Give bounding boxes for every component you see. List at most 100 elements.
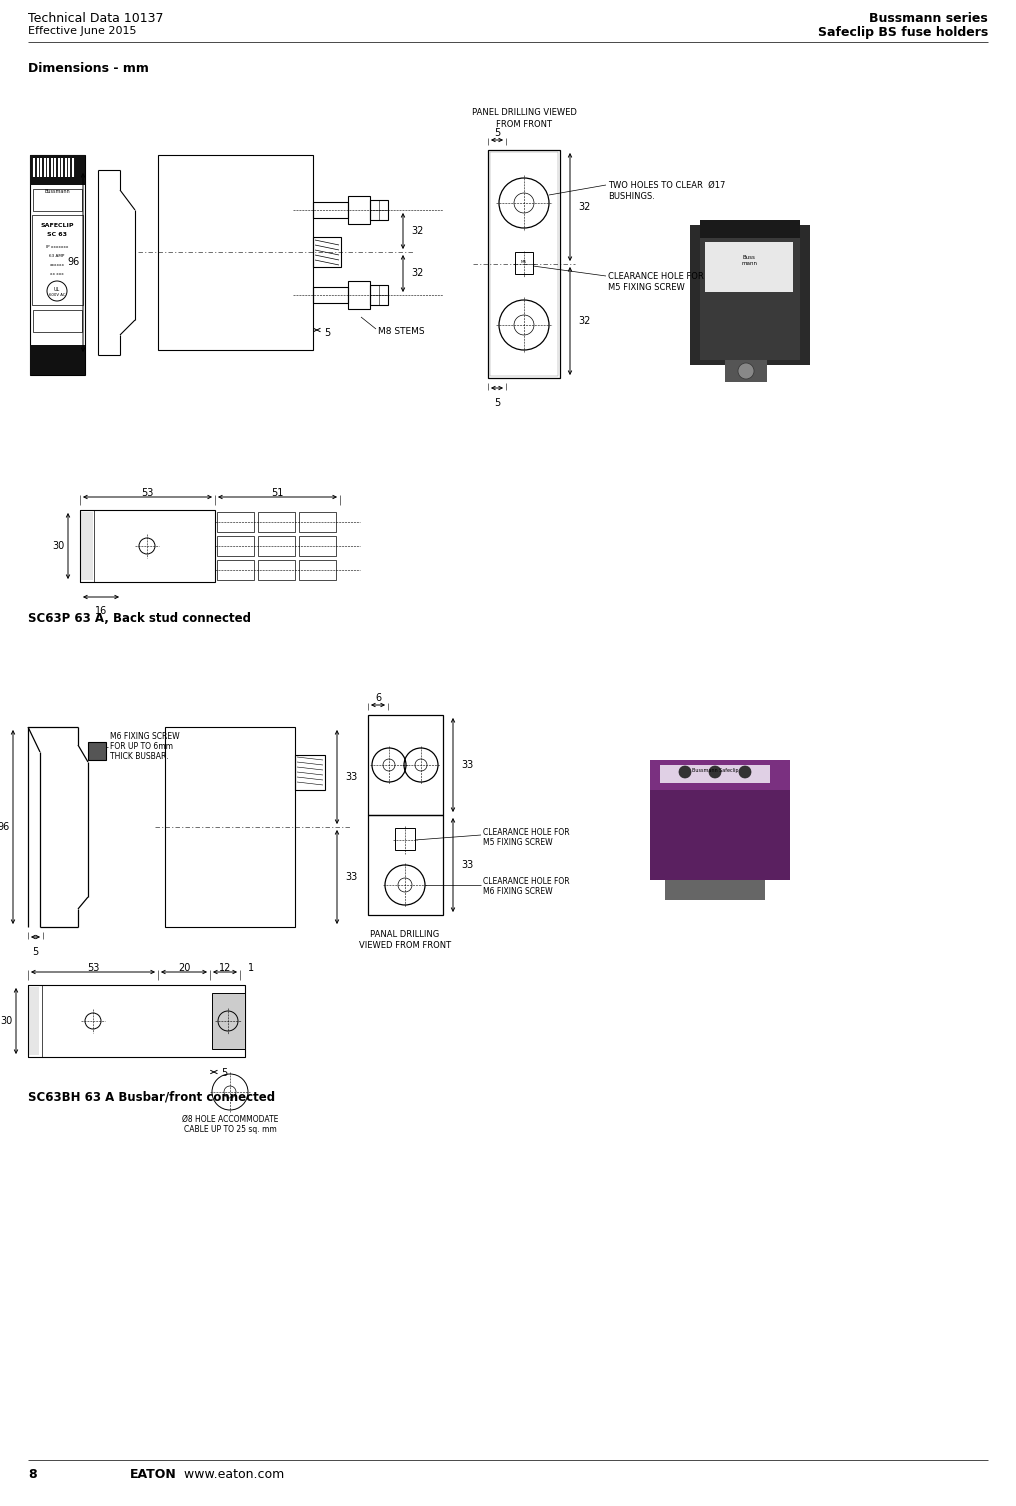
- Bar: [368, 715, 443, 815]
- Text: M5: M5: [521, 261, 527, 264]
- Circle shape: [709, 767, 721, 779]
- Text: 5: 5: [494, 398, 500, 408]
- Text: 33: 33: [461, 761, 473, 770]
- Text: 20: 20: [178, 962, 190, 973]
- Text: BUSHINGS.: BUSHINGS.: [608, 191, 655, 200]
- Bar: [488, 151, 560, 378]
- Text: 53: 53: [86, 962, 100, 973]
- Bar: [299, 512, 336, 532]
- Text: M5 FIXING SCREW: M5 FIXING SCREW: [608, 283, 685, 292]
- Bar: [650, 761, 790, 880]
- Text: IP xxxxxxx: IP xxxxxxx: [46, 245, 68, 248]
- Bar: [212, 992, 245, 1050]
- Text: 51: 51: [271, 488, 283, 498]
- Text: 63 AMP: 63 AMP: [50, 255, 65, 258]
- Text: Safeclip BS fuse holders: Safeclip BS fuse holders: [818, 26, 988, 39]
- Bar: [370, 200, 388, 220]
- Bar: [650, 761, 790, 791]
- Text: CLEARANCE HOLE FOR: CLEARANCE HOLE FOR: [483, 828, 570, 837]
- Bar: [165, 727, 295, 928]
- Text: M6 FIXING SCREW: M6 FIXING SCREW: [110, 732, 180, 741]
- Text: 33: 33: [345, 872, 358, 883]
- Bar: [313, 288, 348, 303]
- Text: SC63BH 63 A Busbar/front connected: SC63BH 63 A Busbar/front connected: [28, 1090, 275, 1102]
- Bar: [690, 224, 810, 364]
- Circle shape: [679, 767, 691, 779]
- Text: M5 FIXING SCREW: M5 FIXING SCREW: [483, 837, 553, 846]
- Text: Effective June 2015: Effective June 2015: [28, 26, 136, 36]
- Bar: [665, 880, 765, 901]
- Circle shape: [738, 363, 754, 380]
- Bar: [258, 560, 295, 580]
- Bar: [348, 196, 370, 224]
- Bar: [258, 536, 295, 556]
- Text: FROM FRONT: FROM FRONT: [496, 120, 552, 130]
- Bar: [30, 345, 85, 375]
- Bar: [705, 242, 793, 292]
- Text: THICK BUSBAR.: THICK BUSBAR.: [110, 751, 169, 761]
- Bar: [33, 188, 82, 211]
- Bar: [80, 511, 215, 581]
- Text: 32: 32: [411, 268, 424, 279]
- Bar: [28, 985, 245, 1057]
- Text: 600V AC: 600V AC: [49, 294, 65, 297]
- Bar: [725, 360, 767, 383]
- Text: Bussmann series: Bussmann series: [870, 12, 988, 26]
- Text: SC 63: SC 63: [47, 232, 67, 236]
- Bar: [33, 310, 82, 331]
- Text: 16: 16: [94, 605, 107, 616]
- Bar: [80, 511, 94, 581]
- Bar: [490, 152, 558, 376]
- Text: 33: 33: [461, 860, 473, 870]
- Text: PANAL DRILLING: PANAL DRILLING: [371, 931, 440, 940]
- Text: SAFECLIP: SAFECLIP: [41, 223, 74, 227]
- Bar: [217, 536, 254, 556]
- Text: 6: 6: [375, 693, 381, 703]
- Text: CLEARANCE HOLE FOR: CLEARANCE HOLE FOR: [608, 273, 704, 282]
- Bar: [313, 202, 348, 218]
- Bar: [258, 512, 295, 532]
- Text: 30: 30: [52, 541, 64, 551]
- Text: 5: 5: [324, 328, 330, 337]
- Text: 5: 5: [494, 128, 500, 139]
- Bar: [295, 755, 325, 791]
- Text: 33: 33: [345, 773, 358, 782]
- Bar: [660, 765, 770, 783]
- Bar: [700, 220, 800, 238]
- Bar: [348, 282, 370, 309]
- Text: SC63P 63 A, Back stud connected: SC63P 63 A, Back stud connected: [28, 611, 251, 625]
- Text: 96: 96: [67, 258, 79, 267]
- Text: 30: 30: [0, 1017, 12, 1026]
- Bar: [299, 560, 336, 580]
- Bar: [28, 985, 42, 1057]
- Text: 32: 32: [411, 226, 424, 236]
- Text: 1: 1: [248, 962, 254, 973]
- Text: 5: 5: [220, 1068, 228, 1078]
- Text: PANEL DRILLING VIEWED: PANEL DRILLING VIEWED: [471, 108, 576, 117]
- Text: 53: 53: [141, 488, 153, 498]
- Text: Bussmann: Bussmann: [44, 188, 70, 194]
- Text: Ø8 HOLE ACCOMMODATE: Ø8 HOLE ACCOMMODATE: [182, 1114, 278, 1123]
- Text: Bussmann Safeclip: Bussmann Safeclip: [692, 768, 739, 773]
- Text: Buss
mann: Buss mann: [741, 255, 757, 265]
- Text: www.eaton.com: www.eaton.com: [180, 1468, 284, 1480]
- Bar: [30, 155, 85, 375]
- Bar: [395, 828, 415, 849]
- Bar: [299, 536, 336, 556]
- Text: Dimensions - mm: Dimensions - mm: [28, 62, 149, 75]
- Text: CLEARANCE HOLE FOR: CLEARANCE HOLE FOR: [483, 876, 570, 886]
- Bar: [88, 742, 106, 761]
- Text: UL: UL: [54, 288, 60, 292]
- Text: xxxxxx: xxxxxx: [50, 264, 64, 267]
- Bar: [313, 236, 341, 267]
- Bar: [217, 560, 254, 580]
- Text: TWO HOLES TO CLEAR  Ø17: TWO HOLES TO CLEAR Ø17: [608, 181, 725, 190]
- Text: CABLE UP TO 25 sq. mm: CABLE UP TO 25 sq. mm: [184, 1125, 276, 1134]
- Bar: [158, 155, 313, 349]
- Text: 8: 8: [28, 1468, 37, 1480]
- Bar: [515, 252, 533, 274]
- Text: 32: 32: [578, 316, 590, 325]
- Text: 32: 32: [578, 202, 590, 212]
- Text: FOR UP TO 6mm: FOR UP TO 6mm: [110, 742, 173, 751]
- Bar: [700, 220, 800, 360]
